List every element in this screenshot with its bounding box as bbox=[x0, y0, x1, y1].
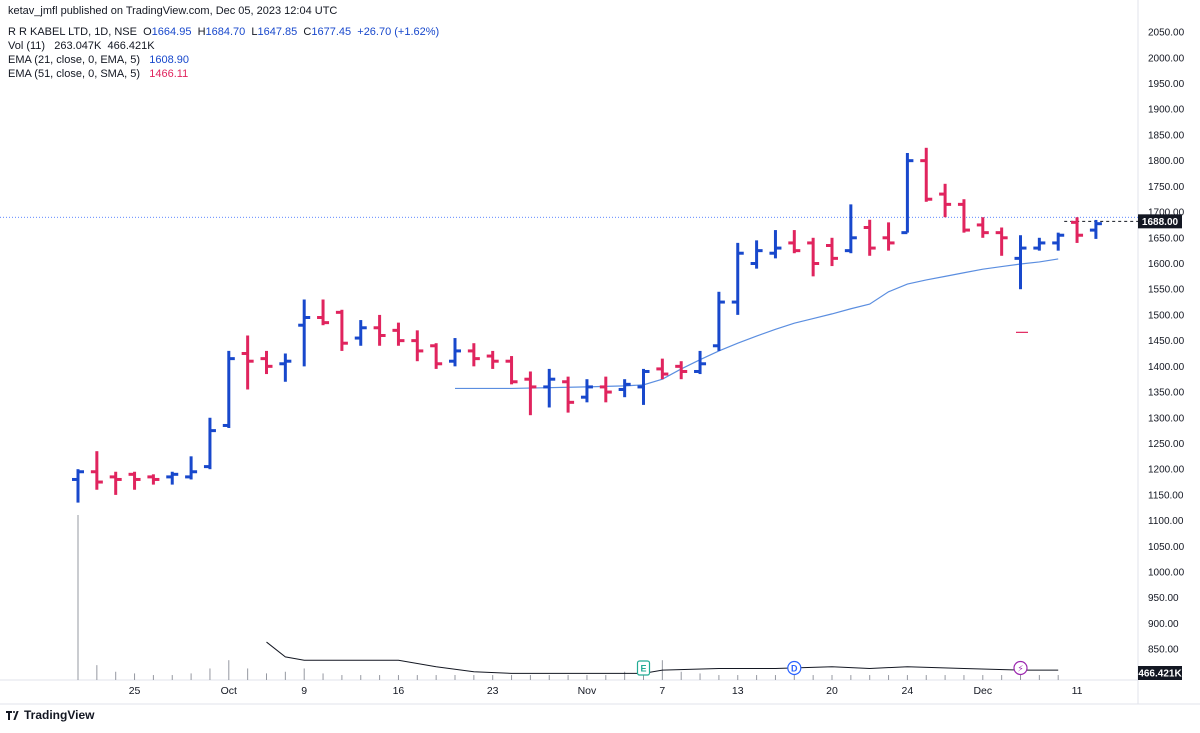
close-label: C bbox=[303, 26, 312, 38]
x-tick-label: 24 bbox=[902, 685, 914, 697]
y-tick-label: 1150.00 bbox=[1148, 490, 1184, 501]
x-tick-label: 25 bbox=[129, 685, 141, 697]
ema51-label: EMA (51, close, 0, SMA, 5) bbox=[8, 68, 141, 80]
close-value: 1677.45 bbox=[311, 26, 352, 38]
x-tick-label: Oct bbox=[221, 685, 237, 697]
ema21-line bbox=[455, 258, 1059, 390]
low-label: L bbox=[251, 26, 258, 38]
x-tick-label: 13 bbox=[732, 685, 744, 697]
y-tick-label: 850.00 bbox=[1148, 645, 1179, 656]
x-tick-label: 11 bbox=[1072, 685, 1083, 697]
volume-label: Vol (11) bbox=[8, 40, 46, 52]
y-tick-label: 1100.00 bbox=[1148, 516, 1184, 527]
event-icon-label: ⚡ bbox=[1017, 664, 1023, 674]
high-label: H bbox=[197, 26, 206, 38]
y-tick-label: 1000.00 bbox=[1148, 568, 1185, 579]
y-tick-label: 1800.00 bbox=[1148, 156, 1185, 167]
legend-ema51-row[interactable]: EMA (51, close, 0, SMA, 5) 1466.11 bbox=[8, 68, 188, 80]
volume-label-bg bbox=[1138, 666, 1182, 680]
tradingview-logo-icon bbox=[6, 710, 20, 720]
x-tick-label: Nov bbox=[578, 685, 597, 697]
legend-symbol-row[interactable]: R R KABEL LTD, 1D, NSE O1664.95 H1684.70… bbox=[8, 26, 439, 38]
y-tick-label: 1300.00 bbox=[1148, 413, 1185, 424]
tradingview-logo[interactable]: TradingView bbox=[6, 708, 94, 722]
y-tick-label: 1400.00 bbox=[1148, 362, 1185, 373]
event-icon-label: D bbox=[791, 664, 798, 674]
y-tick-label: 1450.00 bbox=[1148, 336, 1185, 347]
x-tick-label: 7 bbox=[659, 685, 665, 697]
ema21-value: 1608.90 bbox=[149, 54, 190, 66]
y-tick-label: 1200.00 bbox=[1148, 465, 1185, 476]
y-tick-label: 900.00 bbox=[1148, 619, 1179, 630]
ema21-label: EMA (21, close, 0, EMA, 5) bbox=[8, 54, 141, 66]
legend-volume-row[interactable]: Vol (11) 263.047K 466.421K bbox=[8, 40, 155, 52]
volume-axis-label: 466.421K bbox=[1138, 669, 1182, 680]
dividend-event-icon bbox=[787, 660, 802, 676]
y-tick-label: 1900.00 bbox=[1148, 105, 1185, 116]
y-tick-label: 1850.00 bbox=[1148, 130, 1185, 141]
y-tick-label: 1250.00 bbox=[1148, 439, 1185, 450]
y-tick-label: 1500.00 bbox=[1148, 310, 1185, 321]
y-tick-label: 2000.00 bbox=[1148, 53, 1185, 64]
ema51-value: 1466.11 bbox=[149, 68, 189, 80]
y-tick-label: 1700.00 bbox=[1148, 208, 1185, 219]
y-tick-label: 1600.00 bbox=[1148, 259, 1185, 270]
y-tick-label: 1550.00 bbox=[1148, 285, 1185, 296]
legend-ema21-row[interactable]: EMA (21, close, 0, EMA, 5) 1608.90 bbox=[8, 54, 189, 66]
x-tick-label: Dec bbox=[973, 685, 992, 697]
high-value: 1684.70 bbox=[205, 26, 246, 38]
x-tick-label: 23 bbox=[487, 685, 499, 697]
earnings-event-icon bbox=[636, 660, 651, 676]
tradingview-brand: TradingView bbox=[24, 708, 95, 722]
low-value: 1647.85 bbox=[257, 26, 298, 38]
x-tick-label: 20 bbox=[826, 685, 838, 697]
volume-ma-line bbox=[266, 641, 1059, 674]
price-change: +26.70 (+1.62%) bbox=[357, 26, 440, 38]
event-icon-label: E bbox=[640, 664, 646, 674]
open-value: 1664.95 bbox=[151, 26, 192, 38]
y-tick-label: 1950.00 bbox=[1148, 79, 1185, 90]
y-tick-label: 1050.00 bbox=[1148, 542, 1185, 553]
last-price-label: 1688.00 bbox=[1142, 217, 1179, 228]
y-tick-label: 950.00 bbox=[1148, 593, 1179, 604]
y-tick-label: 1650.00 bbox=[1148, 233, 1185, 244]
symbol-name: R R KABEL LTD, 1D, NSE bbox=[8, 26, 137, 38]
volume-values: 263.047K 466.421K bbox=[54, 40, 155, 52]
open-label: O bbox=[143, 26, 152, 38]
y-tick-label: 1350.00 bbox=[1148, 388, 1185, 399]
publish-info: ketav_jmfl published on TradingView.com,… bbox=[8, 5, 338, 17]
split-event-icon bbox=[1013, 660, 1028, 676]
x-tick-label: 16 bbox=[393, 685, 405, 697]
last-price-label-bg bbox=[1138, 214, 1182, 229]
y-tick-label: 2050.00 bbox=[1148, 28, 1185, 39]
x-tick-label: 9 bbox=[301, 685, 307, 697]
y-tick-label: 1750.00 bbox=[1148, 182, 1185, 193]
